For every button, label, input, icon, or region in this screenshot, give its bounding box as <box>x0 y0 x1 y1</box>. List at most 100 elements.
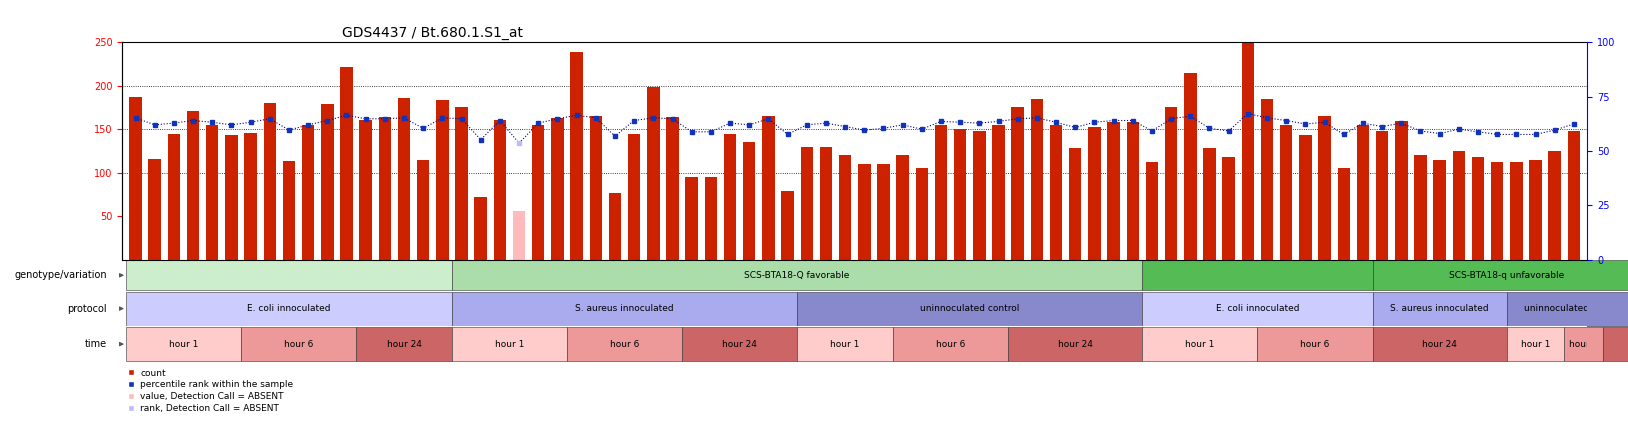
Bar <box>1260 99 1273 260</box>
Bar <box>1011 107 1024 260</box>
Bar <box>801 147 812 260</box>
Text: uninnoculated control: uninnoculated control <box>1524 304 1623 313</box>
Text: uninnoculated control: uninnoculated control <box>920 304 1019 313</box>
Bar <box>1107 122 1120 260</box>
Bar <box>453 260 1143 290</box>
Bar <box>1257 327 1372 361</box>
Bar <box>1203 148 1216 260</box>
Bar <box>244 133 257 260</box>
Bar <box>954 129 967 260</box>
Bar <box>379 117 391 260</box>
Bar <box>609 193 622 260</box>
Bar <box>453 292 798 325</box>
Bar <box>1415 155 1426 260</box>
Bar <box>567 327 682 361</box>
Bar <box>1568 131 1581 260</box>
Bar <box>493 119 506 260</box>
Bar <box>207 125 218 260</box>
Bar <box>1031 99 1044 260</box>
Text: hour 6: hour 6 <box>936 340 965 349</box>
Bar <box>283 162 295 260</box>
Text: SCS-BTA18-Q favorable: SCS-BTA18-Q favorable <box>744 271 850 280</box>
Bar <box>705 177 716 260</box>
Bar <box>513 211 526 260</box>
Bar <box>762 116 775 260</box>
Text: hour 24: hour 24 <box>386 340 422 349</box>
Bar <box>1143 292 1372 325</box>
Bar <box>552 118 563 260</box>
Bar <box>1472 157 1485 260</box>
Bar <box>724 134 736 260</box>
Bar <box>168 135 181 260</box>
Bar <box>436 100 449 260</box>
Text: hour 6: hour 6 <box>610 340 640 349</box>
Bar <box>1299 135 1312 260</box>
Bar <box>321 104 334 260</box>
Bar <box>1372 292 1508 325</box>
Bar <box>1565 327 1602 361</box>
Bar <box>798 327 894 361</box>
Bar <box>570 52 583 260</box>
Text: genotype/variation: genotype/variation <box>15 270 107 280</box>
Bar <box>417 160 430 260</box>
Bar <box>397 98 410 260</box>
Bar <box>241 327 357 361</box>
Bar <box>1548 151 1561 260</box>
Bar <box>974 131 985 260</box>
Text: protocol: protocol <box>67 304 107 313</box>
Bar <box>993 125 1004 260</box>
Text: GDS4437 / Bt.680.1.S1_at: GDS4437 / Bt.680.1.S1_at <box>342 26 523 40</box>
Bar <box>897 155 908 260</box>
Bar <box>340 67 353 260</box>
Legend: count, percentile rank within the sample, value, Detection Call = ABSENT, rank, : count, percentile rank within the sample… <box>127 369 293 413</box>
Bar <box>1508 292 1628 325</box>
Bar <box>1242 42 1254 260</box>
Bar <box>1088 127 1101 260</box>
Bar <box>532 125 544 260</box>
Text: hour 1: hour 1 <box>169 340 199 349</box>
Bar <box>1433 160 1446 260</box>
Bar <box>1508 327 1565 361</box>
Bar <box>1070 148 1081 260</box>
Bar <box>125 260 453 290</box>
Bar <box>666 117 679 260</box>
Bar <box>1356 125 1369 260</box>
Bar <box>148 159 161 260</box>
Bar <box>1319 116 1330 260</box>
Text: hour 6: hour 6 <box>1569 340 1599 349</box>
Bar <box>1143 327 1257 361</box>
Bar <box>1050 125 1063 260</box>
Bar <box>934 125 947 260</box>
Bar <box>1280 125 1293 260</box>
Bar <box>915 168 928 260</box>
Bar <box>1395 120 1408 260</box>
Bar <box>1146 162 1158 260</box>
Text: hour 24: hour 24 <box>723 340 757 349</box>
Bar <box>1452 151 1465 260</box>
Bar <box>456 107 467 260</box>
Text: S. aureus innoculated: S. aureus innoculated <box>1390 304 1490 313</box>
Bar <box>125 292 453 325</box>
Bar <box>1166 107 1177 260</box>
Bar <box>589 116 602 260</box>
Bar <box>1511 162 1522 260</box>
Bar <box>1602 327 1628 361</box>
Text: time: time <box>85 339 107 349</box>
Text: hour 1: hour 1 <box>495 340 524 349</box>
Bar <box>646 87 659 260</box>
Bar <box>781 191 794 260</box>
Bar <box>1184 73 1197 260</box>
Bar <box>474 197 487 260</box>
Bar <box>858 164 871 260</box>
Bar <box>1376 131 1389 260</box>
Text: SCS-BTA18-q unfavorable: SCS-BTA18-q unfavorable <box>1449 271 1565 280</box>
Bar <box>838 155 851 260</box>
Text: hour 1: hour 1 <box>830 340 860 349</box>
Text: hour 24: hour 24 <box>1604 340 1628 349</box>
Bar <box>1338 168 1350 260</box>
Text: S. aureus innoculated: S. aureus innoculated <box>575 304 674 313</box>
Bar <box>682 327 798 361</box>
Bar <box>821 147 832 260</box>
Bar <box>742 142 755 260</box>
Bar <box>125 327 241 361</box>
